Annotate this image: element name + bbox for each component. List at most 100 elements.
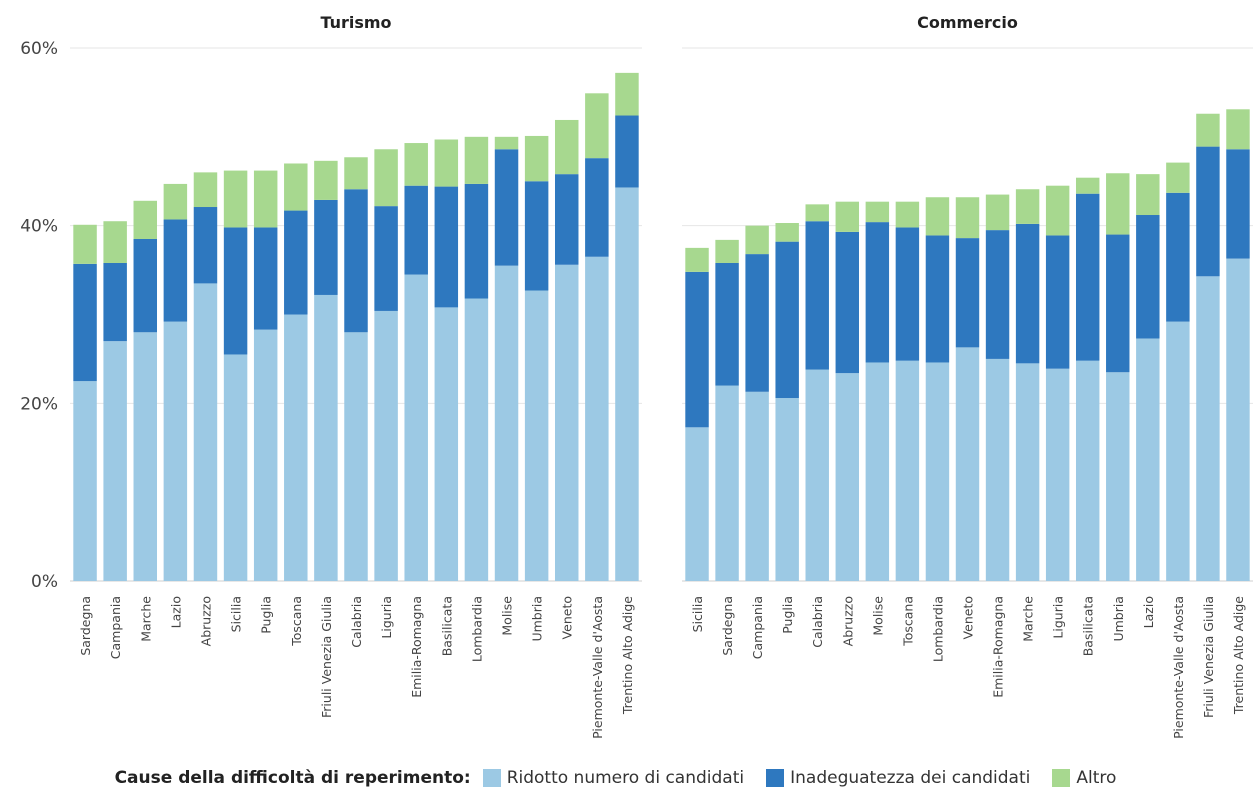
bar-inadeguatezza bbox=[955, 238, 980, 348]
x-tick-label: Emilia-Romagna bbox=[991, 596, 1006, 698]
legend-title: Cause della difficoltà di reperimento: bbox=[114, 768, 471, 788]
bar-inadeguatezza bbox=[103, 262, 127, 342]
bar-ridotto bbox=[925, 362, 950, 581]
bar-ridotto bbox=[223, 354, 248, 581]
bar-inadeguatezza bbox=[1136, 215, 1160, 339]
x-tick-label: Veneto bbox=[560, 596, 575, 639]
x-tick-label: Lazio bbox=[168, 596, 183, 628]
bar-ridotto bbox=[524, 290, 549, 581]
bar-altro bbox=[253, 170, 278, 228]
x-tick-label: Molise bbox=[870, 596, 885, 636]
bar-inadeguatezza bbox=[1226, 149, 1250, 259]
bar-ridotto bbox=[404, 274, 428, 581]
x-tick-label: Marche bbox=[138, 596, 153, 642]
bar-ridotto bbox=[253, 329, 278, 581]
x-tick-label: Trentino Alto Adige bbox=[620, 596, 635, 715]
x-tick-label: Liguria bbox=[379, 596, 394, 639]
x-tick-label: Friuli Venezia Giulia bbox=[319, 596, 334, 718]
bar-ridotto bbox=[775, 398, 799, 581]
bar-altro bbox=[805, 204, 829, 222]
legend-label-altro: Altro bbox=[1076, 768, 1117, 788]
legend-item-inadeguatezza: Inadeguatezza dei candidati bbox=[766, 768, 1030, 788]
bar-altro bbox=[464, 136, 489, 184]
bar-altro bbox=[554, 119, 579, 175]
bar-inadeguatezza bbox=[835, 231, 860, 374]
x-tick-label: Calabria bbox=[810, 596, 825, 648]
legend-swatch-inadeguatezza bbox=[766, 769, 785, 787]
x-tick-label: Sicilia bbox=[229, 596, 244, 632]
bar-altro bbox=[434, 139, 459, 187]
x-tick-label: Puglia bbox=[780, 596, 795, 634]
bar-ridotto bbox=[1075, 360, 1100, 581]
x-tick-label: Marche bbox=[1021, 596, 1036, 642]
x-tick-label: Toscana bbox=[900, 596, 915, 647]
bar-ridotto bbox=[103, 341, 127, 581]
x-tick-label: Lombardia bbox=[930, 596, 945, 662]
x-tick-label: Liguria bbox=[1051, 596, 1066, 639]
bar-inadeguatezza bbox=[745, 254, 769, 392]
bar-inadeguatezza bbox=[925, 235, 950, 363]
bar-altro bbox=[865, 201, 890, 223]
bar-ridotto bbox=[284, 314, 308, 581]
bar-ridotto bbox=[1106, 372, 1130, 581]
bar-altro bbox=[835, 201, 860, 232]
bar-altro bbox=[955, 197, 980, 239]
x-tick-label: Abruzzo bbox=[198, 596, 213, 646]
bar-inadeguatezza bbox=[615, 115, 639, 188]
x-tick-label: Basilicata bbox=[439, 596, 454, 656]
bar-ridotto bbox=[374, 310, 398, 581]
bar-altro bbox=[985, 194, 1010, 231]
bar-ridotto bbox=[1015, 363, 1040, 581]
bar-altro bbox=[314, 160, 338, 200]
bar-inadeguatezza bbox=[374, 206, 398, 311]
x-tick-label: Umbria bbox=[1111, 596, 1126, 642]
legend-swatch-altro bbox=[1052, 769, 1071, 787]
bar-ridotto bbox=[1136, 338, 1160, 581]
x-tick-label: Trentino Alto Adige bbox=[1231, 596, 1246, 715]
bar-altro bbox=[615, 72, 639, 116]
bar-altro bbox=[344, 157, 368, 190]
bar-inadeguatezza bbox=[193, 207, 218, 284]
x-tick-label: Lombardia bbox=[469, 596, 484, 662]
bar-inadeguatezza bbox=[163, 219, 188, 322]
bar-altro bbox=[1045, 185, 1070, 236]
x-tick-label: Molise bbox=[500, 596, 515, 636]
y-tick-label: 0% bbox=[31, 572, 58, 592]
bar-inadeguatezza bbox=[895, 227, 920, 361]
bar-inadeguatezza bbox=[494, 149, 519, 266]
bar-altro bbox=[133, 200, 158, 239]
y-tick-label: 40% bbox=[20, 217, 58, 237]
panel-turismo: 0% 20% 40% 60% Turismo Sardegna Campania Marche… bbox=[20, 13, 642, 739]
bar-inadeguatezza bbox=[1196, 146, 1220, 277]
x-tick-label: Piemonte-Valle d'Aosta bbox=[590, 596, 605, 739]
bar-altro bbox=[524, 135, 549, 182]
bar-altro bbox=[1166, 162, 1190, 193]
x-tick-label: Sardegna bbox=[720, 596, 735, 656]
legend-label-ridotto: Ridotto numero di candidati bbox=[506, 768, 745, 788]
bar-ridotto bbox=[464, 298, 489, 581]
legend-label-inadeguatezza: Inadeguatezza dei candidati bbox=[790, 768, 1031, 788]
bar-inadeguatezza bbox=[685, 271, 709, 428]
bar-altro bbox=[193, 172, 218, 208]
bar-altro bbox=[494, 136, 519, 150]
bar-ridotto bbox=[1226, 258, 1250, 581]
x-tick-label: Umbria bbox=[530, 596, 545, 642]
x-tick-label: Veneto bbox=[961, 596, 976, 639]
bar-altro bbox=[1106, 173, 1130, 235]
y-tick-label: 60% bbox=[20, 39, 58, 59]
bar-ridotto bbox=[865, 362, 890, 581]
bar-ridotto bbox=[1196, 276, 1220, 581]
bar-inadeguatezza bbox=[434, 186, 459, 308]
bar-altro bbox=[284, 163, 308, 211]
bar-altro bbox=[374, 149, 398, 207]
bar-ridotto bbox=[685, 427, 709, 581]
bar-altro bbox=[1136, 174, 1160, 216]
panel-title: Commercio bbox=[917, 13, 1018, 32]
bar-ridotto bbox=[133, 332, 158, 581]
bar-ridotto bbox=[715, 385, 739, 581]
bar-inadeguatezza bbox=[133, 238, 158, 333]
bar-altro bbox=[103, 221, 127, 263]
bar-altro bbox=[73, 224, 97, 264]
x-tick-label: Basilicata bbox=[1081, 596, 1096, 656]
legend: Cause della difficoltà di reperimento: R… bbox=[0, 762, 1253, 794]
